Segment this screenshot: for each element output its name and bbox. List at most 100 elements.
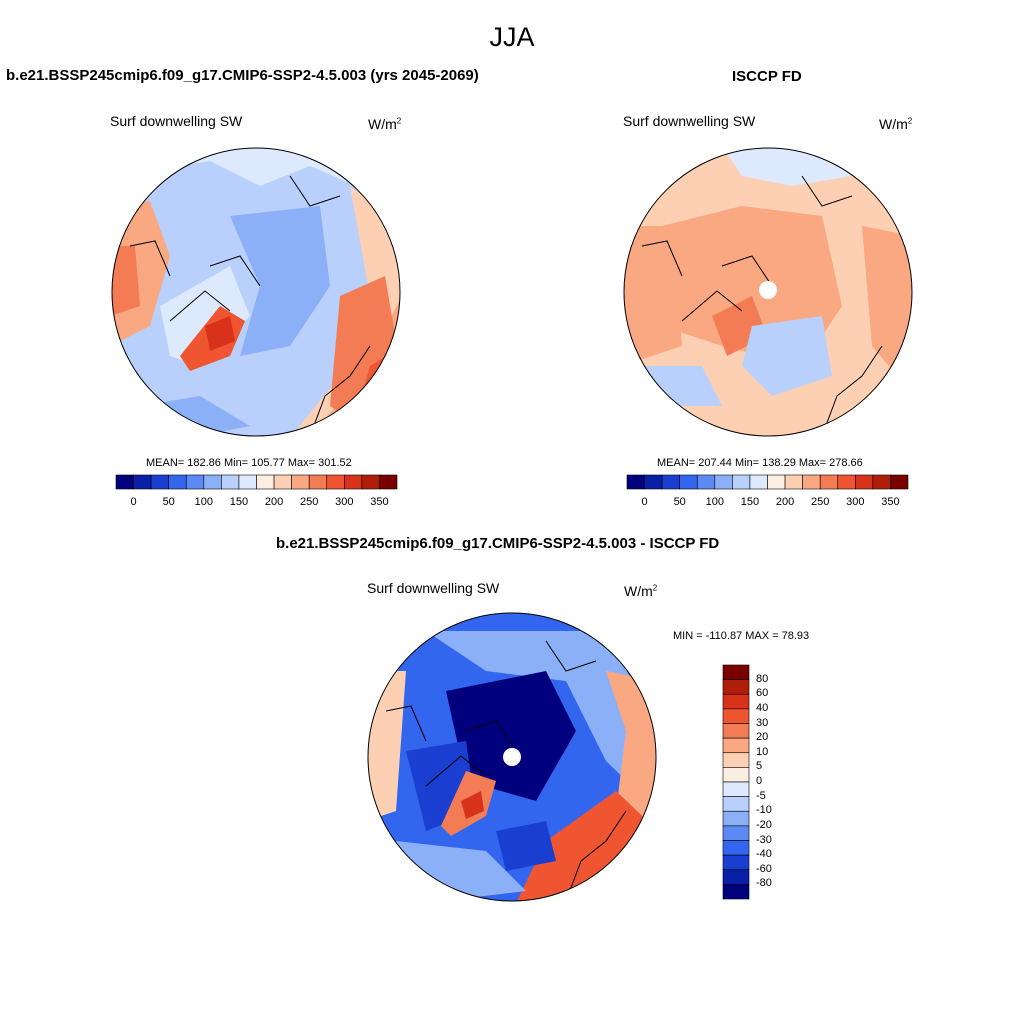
panel-1-variable: Surf downwelling SW: [110, 113, 243, 129]
colorbar-swatch: [802, 474, 821, 490]
panel-2-stats: MEAN= 207.44 Min= 138.29 Max= 278.66: [657, 457, 863, 469]
colorbar-swatch: [722, 884, 750, 900]
colorbar-swatch: [732, 474, 751, 490]
colorbar-swatch: [326, 474, 345, 490]
colorbar-tick-label: 250: [300, 496, 319, 508]
colorbar-tick-label: 50: [673, 496, 686, 508]
colorbar-tick-label: -5: [756, 789, 766, 802]
colorbar-tick-label: -40: [756, 848, 772, 861]
panel-2-map: [623, 147, 913, 437]
colorbar-tick-label: 40: [756, 701, 769, 714]
colorbar-swatch: [722, 679, 750, 695]
colorbar-swatch: [344, 474, 363, 490]
colorbar-swatch: [749, 474, 768, 490]
colorbar-tick-label: 50: [162, 496, 175, 508]
colorbar-swatch: [819, 474, 839, 490]
colorbar-swatch: [722, 664, 750, 680]
colorbar-swatch: [837, 474, 856, 490]
colorbar-tick-label: 10: [756, 745, 769, 758]
panel-2-variable: Surf downwelling SW: [623, 113, 756, 129]
colorbar-swatch: [722, 840, 750, 856]
colorbar-swatch: [722, 869, 750, 885]
colorbar-tick-label: 250: [811, 496, 830, 508]
colorbar-swatch: [872, 474, 891, 490]
colorbar-tick-label: 80: [756, 672, 769, 685]
colorbar-swatch: [168, 474, 187, 490]
panel-2-colorbar: [626, 474, 909, 490]
colorbar-tick-label: 0: [130, 496, 137, 508]
colorbar-swatch: [784, 474, 803, 490]
panel-3-colorbar: [722, 664, 750, 900]
colorbar-swatch: [273, 474, 292, 490]
colorbar-swatch: [722, 693, 750, 710]
colorbar-swatch: [361, 474, 380, 490]
colorbar-tick-label: 30: [756, 716, 769, 729]
colorbar-tick-label: -60: [756, 862, 772, 875]
panel-1-colorbar-labels: 0 50 100 150 200 250 300 350: [116, 496, 397, 510]
colorbar-tick-label: -20: [756, 818, 772, 831]
colorbar-swatch: [722, 708, 750, 724]
colorbar-tick-label: 300: [846, 496, 865, 508]
colorbar-tick-label: -10: [756, 804, 772, 817]
colorbar-swatch: [291, 474, 310, 490]
colorbar-tick-label: 100: [705, 496, 724, 508]
colorbar-tick-label: 20: [756, 731, 769, 744]
colorbar-swatch: [767, 474, 786, 490]
colorbar-swatch: [722, 723, 750, 739]
panel-2-title: ISCCP FD: [732, 68, 802, 85]
panel-1-map: [111, 147, 401, 437]
colorbar-tick-label: 200: [264, 496, 284, 508]
panel-1-units: W/m2: [368, 116, 402, 132]
colorbar-swatch: [115, 474, 134, 490]
main-title: JJA: [489, 22, 535, 52]
colorbar-swatch: [379, 474, 398, 490]
colorbar-swatch: [203, 474, 222, 490]
colorbar-tick-label: 300: [335, 496, 354, 508]
colorbar-tick-label: 150: [229, 496, 249, 508]
colorbar-swatch: [722, 854, 750, 871]
colorbar-tick-label: 0: [641, 496, 648, 508]
colorbar-swatch: [722, 796, 750, 812]
colorbar-tick-label: 350: [370, 496, 389, 508]
colorbar-swatch: [679, 474, 698, 490]
colorbar-tick-label: 100: [194, 496, 213, 508]
colorbar-swatch: [185, 474, 205, 490]
colorbar-swatch: [855, 474, 874, 490]
colorbar-swatch: [626, 474, 645, 490]
colorbar-swatch: [722, 810, 750, 827]
colorbar-swatch: [714, 474, 733, 490]
colorbar-swatch: [722, 767, 750, 783]
colorbar-swatch: [150, 474, 169, 490]
panel-3-title: b.e21.BSSP245cmip6.f09_g17.CMIP6-SSP2-4.…: [276, 535, 720, 552]
panel-3-units: W/m2: [624, 583, 658, 599]
colorbar-tick-label: 60: [756, 687, 769, 700]
colorbar-swatch: [661, 474, 680, 490]
colorbar-tick-label: -80: [756, 877, 772, 890]
colorbar-tick-label: 200: [775, 496, 795, 508]
panel-1-stats: MEAN= 182.86 Min= 105.77 Max= 301.52: [146, 457, 352, 469]
panel-2-units: W/m2: [879, 116, 913, 132]
colorbar-tick-label: 0: [756, 775, 763, 787]
colorbar-swatch: [722, 825, 750, 841]
colorbar-swatch: [696, 474, 716, 490]
colorbar-tick-label: 350: [881, 496, 900, 508]
colorbar-swatch: [722, 737, 750, 754]
colorbar-swatch: [133, 474, 152, 490]
panel-3-stats: MIN = -110.87 MAX = 78.93: [673, 630, 810, 642]
colorbar-tick-label: 5: [756, 760, 763, 773]
colorbar-swatch: [256, 474, 275, 490]
colorbar-swatch: [221, 474, 240, 490]
colorbar-tick-label: -30: [756, 833, 772, 846]
panel-2-colorbar-labels: 0 50 100 150 200 250 300 350: [627, 496, 908, 510]
colorbar-swatch: [308, 474, 328, 490]
panel-1-title: b.e21.BSSP245cmip6.f09_g17.CMIP6-SSP2-4.…: [6, 67, 479, 84]
colorbar-tick-label: 150: [740, 496, 760, 508]
colorbar-swatch: [238, 474, 257, 490]
panel-3-colorbar-labels: 80 60 40 30 20 10 5 0 -5 -10 -20 -30 -40 -60 -80: [756, 665, 796, 899]
colorbar-swatch: [644, 474, 663, 490]
panel-1-colorbar: [115, 474, 398, 490]
colorbar-swatch: [890, 474, 909, 490]
colorbar-swatch: [722, 752, 750, 768]
panel-3-map: [367, 612, 657, 902]
panel-3-variable: Surf downwelling SW: [367, 580, 500, 596]
